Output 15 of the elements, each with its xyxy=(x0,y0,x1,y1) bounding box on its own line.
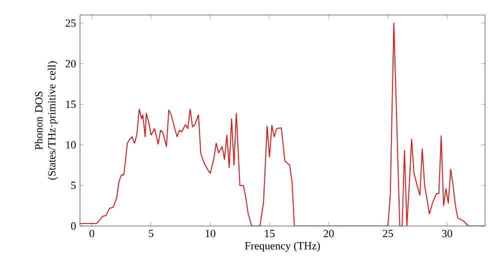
y-tick-label: 20 xyxy=(66,60,76,68)
y-tick-label: 10 xyxy=(66,141,76,149)
x-tick-label: 15 xyxy=(264,230,275,238)
x-tick-label: 20 xyxy=(324,230,334,238)
x-tick-label: 5 xyxy=(148,230,154,238)
x-tick-label: 10 xyxy=(206,230,216,238)
y-tick-label: 15 xyxy=(66,100,76,108)
y-tick-label: 25 xyxy=(66,19,76,27)
x-axis-title: Frequency (THz) xyxy=(244,242,320,252)
x-tick-label: 0 xyxy=(90,230,94,238)
y-tick-label: 5 xyxy=(71,182,76,190)
x-tick-label: 25 xyxy=(382,230,393,238)
x-tick-label: 30 xyxy=(442,230,452,238)
y-axis-title: Phonon DOS (States/THz·primitive cell) xyxy=(34,61,58,180)
y-tick-label: 0 xyxy=(71,222,76,230)
